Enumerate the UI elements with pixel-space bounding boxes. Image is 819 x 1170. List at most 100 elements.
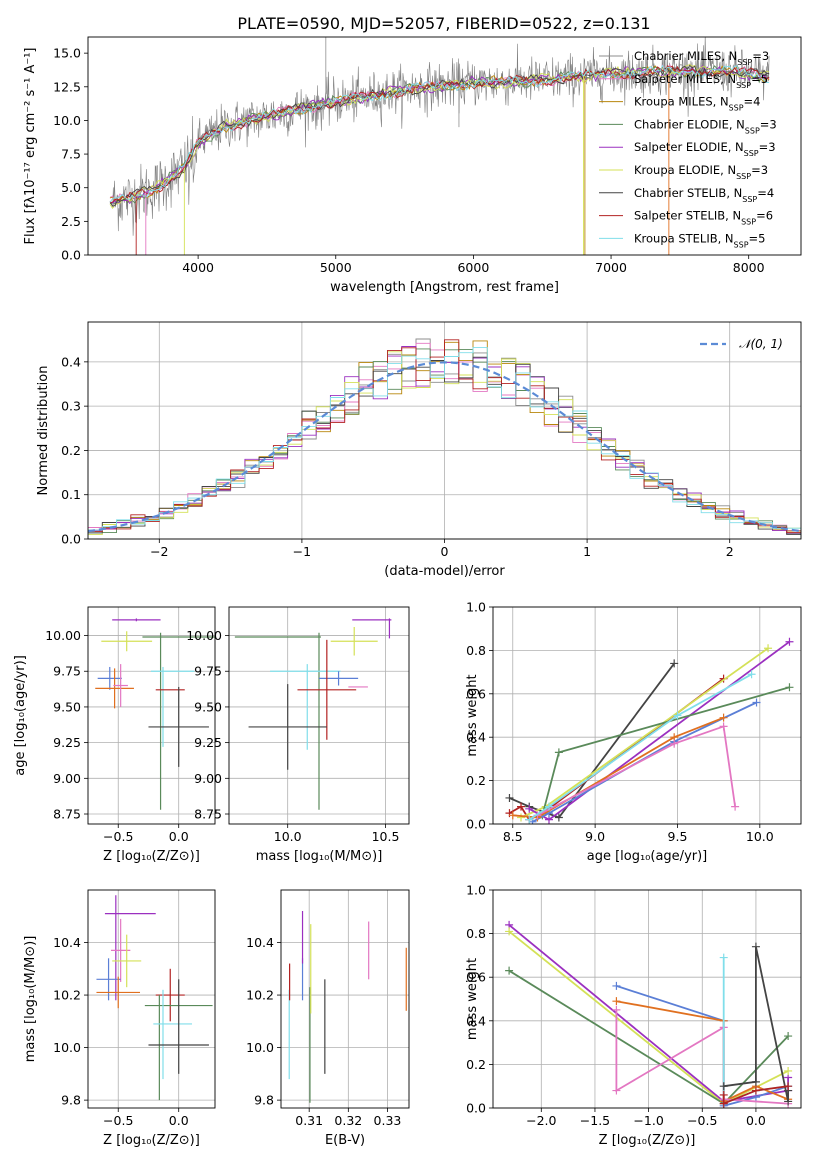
weight-point-marker xyxy=(525,815,534,824)
weight-point-marker xyxy=(517,813,525,822)
x-tick-label: −0.5 xyxy=(103,829,133,844)
y-tick-label: 0.0 xyxy=(466,817,486,832)
y-tick-label: 0.3 xyxy=(61,399,81,414)
residuals-panel: −2 −1 0 1 2 0.0 0.1 0.2 0.3 0.4 (data-model)/error… xyxy=(36,321,802,579)
x-axis-label: Z [log₁₀(Z/Z⊙)] xyxy=(103,1133,200,1148)
y-tick-label: 0.8 xyxy=(466,926,486,941)
weight-point-marker xyxy=(751,1086,760,1095)
x-axis-label: age [log₁₀(age/yr)] xyxy=(587,849,708,864)
legend-entry-label: Chabrier ELODIE, NSSP=3 xyxy=(634,117,777,135)
x-tick-label: 0.0 xyxy=(169,829,189,844)
y-tick-label: 0.6 xyxy=(466,970,486,985)
weight-series-line xyxy=(520,647,769,819)
weight-series-line xyxy=(509,677,725,821)
y-tick-label: 9.50 xyxy=(194,699,222,714)
weight-point-marker xyxy=(670,739,679,748)
x-axis-label: Z [log₁₀(Z/Z⊙)] xyxy=(599,1133,696,1148)
legend-nssp-value: =5 xyxy=(751,72,768,86)
weight-point-marker xyxy=(752,698,761,707)
weight-point-marker xyxy=(612,997,621,1006)
weight_vs_Z-plot-area xyxy=(505,920,793,1108)
legend-subscript: SSP xyxy=(741,217,756,226)
x-tick-label: −1.0 xyxy=(633,1113,663,1128)
legend-nssp-value: =4 xyxy=(757,186,774,200)
y-axis-label: mass [log₁₀(M/M⊙)] xyxy=(23,936,38,1063)
y-tick-label: 15.0 xyxy=(53,46,81,61)
age_vs_Z-panel: −0.5 0.0 8.75 9.00 9.25 9.50 9.75 10.00 Z [log₁₀… xyxy=(13,606,216,864)
x-tick-label: 10.0 xyxy=(274,829,302,844)
weight-point-marker xyxy=(505,793,514,802)
x-axis-label: (data-model)/error xyxy=(384,564,505,579)
weight-point-marker xyxy=(554,748,563,757)
weight-point-marker xyxy=(747,670,756,679)
x-axis-label: Z [log₁₀(Z/Z⊙)] xyxy=(103,849,200,864)
mass_vs_ebv-frame xyxy=(280,889,410,1109)
normal-distribution-curve xyxy=(88,361,801,533)
weight-point-marker xyxy=(719,713,728,722)
x-tick-label: 8.5 xyxy=(503,829,523,844)
chart-layer: 4000 5000 6000 7000 80000.02.55.07.510.012.5… xyxy=(13,36,802,1148)
y-axis-label: Flux [fλ10⁻¹⁷ erg cm⁻² s⁻¹ A⁻¹] xyxy=(23,48,38,245)
weight-point-marker xyxy=(751,942,760,951)
legend-nssp-value: =5 xyxy=(749,231,766,245)
y-tick-label: 9.00 xyxy=(53,771,81,786)
weight-point-marker xyxy=(673,711,682,720)
legend-nssp-value: =3 xyxy=(751,163,768,177)
x-tick-label: 2 xyxy=(726,544,734,559)
weight-point-marker xyxy=(670,659,679,668)
y-tick-label: 9.8 xyxy=(254,1093,274,1108)
weight_vs_age-frame xyxy=(492,606,802,825)
y-tick-label: 10.0 xyxy=(53,1040,81,1055)
y-tick-label: 12.5 xyxy=(53,79,81,94)
legend-nssp-value: =4 xyxy=(744,95,761,109)
weight-point-marker xyxy=(505,966,514,975)
model-spectrum-line xyxy=(109,64,770,209)
legend-subscript: SSP xyxy=(744,149,759,158)
y-tick-label: 0.0 xyxy=(466,1101,486,1116)
y-tick-label: 10.4 xyxy=(53,935,81,950)
y-tick-label: 0.6 xyxy=(466,686,486,701)
x-axis-label: wavelength [Angstrom, rest frame] xyxy=(330,280,559,295)
x-tick-label: −1 xyxy=(293,544,311,559)
x-axis-label: E(B-V) xyxy=(325,1133,365,1148)
weight-point-marker xyxy=(517,802,525,811)
residuals-frame xyxy=(87,321,802,540)
weight-point-marker xyxy=(612,981,621,990)
y-tick-label: 9.50 xyxy=(53,699,81,714)
legend-subscript: SSP xyxy=(729,103,744,112)
y-tick-label: 10.0 xyxy=(246,1040,274,1055)
weight_vs_age-plot-area xyxy=(505,637,794,824)
x-tick-label: 4000 xyxy=(182,260,214,275)
y-axis-label: mass weight xyxy=(465,674,480,756)
legend-subscript: SSP xyxy=(737,58,752,67)
y-tick-label: 0.0 xyxy=(61,532,81,547)
y-tick-label: 0.0 xyxy=(61,248,81,263)
legend-subscript: SSP xyxy=(742,194,757,203)
legend-entry-label: Chabrier STELIB, NSSP=4 xyxy=(634,186,774,204)
weight-point-marker xyxy=(751,1077,760,1086)
weight-point-marker xyxy=(731,802,740,811)
y-tick-label: 7.5 xyxy=(61,147,81,162)
weight-point-marker xyxy=(612,1086,621,1095)
weight-series-line xyxy=(722,1085,789,1105)
weight-series-line xyxy=(537,725,736,817)
weight-point-marker xyxy=(785,637,794,646)
x-axis-label: mass [log₁₀(M/M⊙)] xyxy=(256,849,383,864)
weight-series-line xyxy=(512,716,724,819)
weight_vs_Z-frame xyxy=(492,889,802,1109)
weight-point-marker xyxy=(545,802,553,811)
weight-point-marker xyxy=(612,1005,621,1014)
y-tick-label: 10.2 xyxy=(53,988,81,1003)
x-tick-label: 10.0 xyxy=(746,829,774,844)
weight-point-marker xyxy=(719,953,728,962)
y-tick-label: 0.8 xyxy=(466,643,486,658)
weight-point-marker xyxy=(525,804,534,813)
x-tick-label: −0.5 xyxy=(103,1113,133,1128)
x-tick-label: 0.32 xyxy=(334,1113,362,1128)
weight-point-marker xyxy=(505,927,514,936)
spectrum-plot-area xyxy=(109,37,770,255)
legend-entry-label: Kroupa MILES, NSSP=4 xyxy=(634,95,760,113)
weight-point-marker xyxy=(784,1082,793,1091)
weight-point-marker xyxy=(719,1082,728,1091)
